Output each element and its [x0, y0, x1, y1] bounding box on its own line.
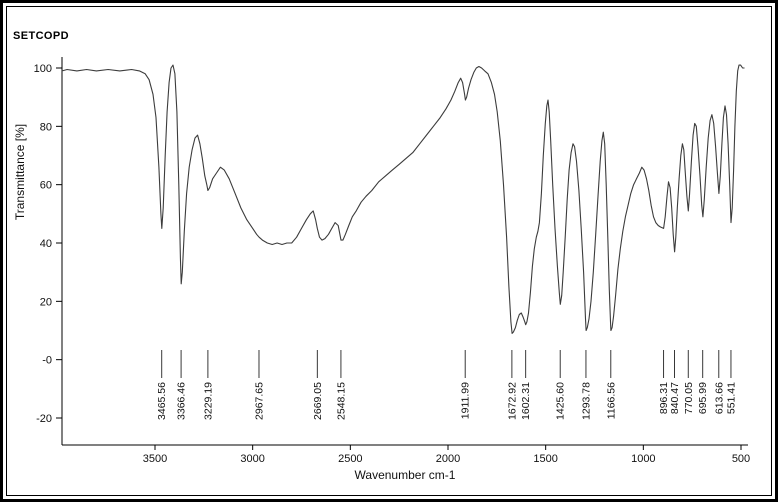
peak-label: 1602.31: [520, 382, 532, 420]
x-tick-label: 3500: [143, 453, 167, 465]
peak-label: 1425.60: [555, 382, 567, 420]
y-tick-label: 60: [40, 180, 52, 192]
y-tick-label: 80: [40, 121, 52, 133]
x-tick-label: 2500: [338, 453, 362, 465]
peak-label: 1672.92: [506, 382, 518, 420]
peak-label: 2669.05: [312, 382, 324, 420]
y-tick-label: -20: [36, 413, 52, 425]
peak-label: 896.31: [658, 382, 670, 414]
spectrum-title: SETCOPD: [13, 30, 69, 42]
peak-label: 1911.99: [460, 382, 472, 419]
peak-label: 695.99: [697, 382, 709, 414]
peak-label: 3366.46: [176, 382, 188, 420]
peak-label: 1293.78: [580, 382, 592, 420]
y-axis-title: Transmittance [%]: [13, 124, 27, 220]
peak-label: 1166.56: [605, 382, 617, 419]
y-tick-label: 100: [34, 63, 52, 75]
peak-label: 2548.15: [335, 382, 347, 420]
x-tick-label: 3000: [240, 453, 264, 465]
x-axis-title: Wavenumber cm-1: [355, 468, 456, 482]
x-tick-label: 2000: [436, 453, 460, 465]
peak-label: 3229.19: [202, 382, 214, 420]
peak-label: 840.47: [669, 382, 681, 414]
peak-label: 551.41: [725, 382, 737, 414]
y-tick-label: 20: [40, 296, 52, 308]
spectrum-curve: [61, 64, 745, 334]
peak-label: 770.05: [683, 382, 695, 414]
x-tick-label: 500: [732, 453, 750, 465]
y-tick-label: 40: [40, 238, 52, 250]
x-tick-label: 1000: [631, 453, 655, 465]
y-tick-label: -0: [42, 355, 52, 367]
peak-label: 3465.56: [156, 382, 168, 420]
x-tick-label: 1500: [533, 453, 557, 465]
peak-label: 613.66: [713, 382, 725, 414]
peak-label: 2967.65: [253, 382, 265, 420]
